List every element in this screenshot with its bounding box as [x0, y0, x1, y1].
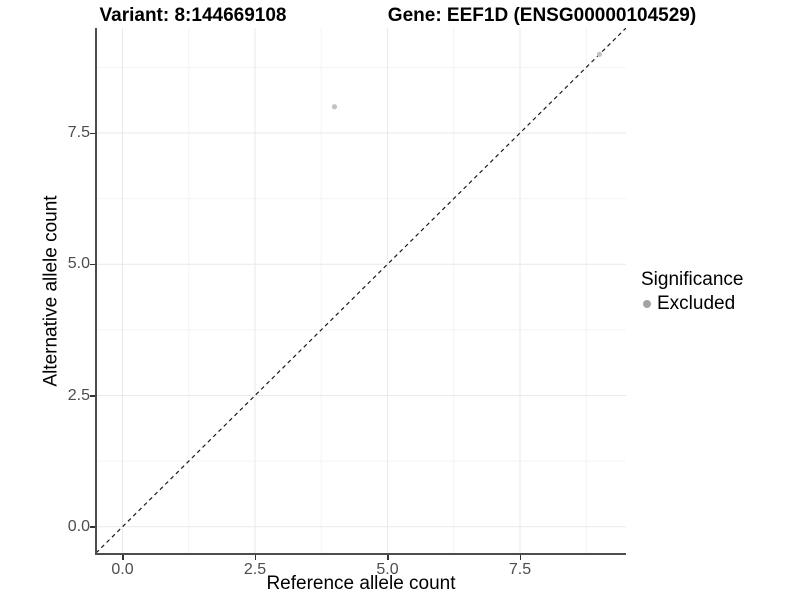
identity-dashed-line	[95, 27, 627, 554]
plot-title-variant: Variant: 8:144669108	[99, 5, 287, 26]
y-tick-label: 2.5	[67, 386, 90, 404]
x-tick-mark	[387, 555, 389, 560]
y-tick-label: 0.0	[67, 517, 90, 535]
x-axis-title: Reference allele count	[266, 573, 456, 594]
y-tick-mark	[90, 263, 95, 266]
legend-entry-excluded: Excluded	[643, 293, 743, 315]
x-tick-mark	[254, 555, 256, 560]
x-tick-label: 5.0	[376, 561, 399, 578]
legend: Significance Excluded	[641, 269, 743, 315]
x-tick-label: 0.0	[111, 561, 134, 578]
plot-panel	[95, 27, 627, 554]
y-tick-mark	[90, 526, 95, 528]
y-tick-mark	[90, 132, 95, 134]
y-tick-label: 7.5	[67, 124, 90, 141]
y-axis-title: Alternative allele count	[41, 194, 63, 387]
legend-title: Significance	[641, 269, 744, 290]
x-tick-mark	[122, 555, 124, 560]
y-tick-mark	[90, 395, 95, 397]
x-tick-label: 2.5	[243, 561, 267, 578]
x-tick-mark	[519, 555, 521, 560]
x-axis-line	[95, 553, 626, 555]
plot-title-gene: Gene: EEF1D (ENSG00000104529)	[387, 5, 697, 26]
legend-marker-circle-icon	[643, 300, 651, 308]
y-tick-label: 5.0	[67, 255, 90, 273]
x-tick-label: 7.5	[508, 561, 532, 578]
data-point-excluded	[331, 104, 338, 110]
data-point-excluded	[596, 51, 603, 57]
legend-entry-label: Excluded	[657, 293, 736, 314]
y-axis-line	[95, 28, 97, 555]
y-axis-title-wrap: Alternative allele count	[38, 28, 66, 553]
plot-area-svg	[95, 27, 627, 554]
